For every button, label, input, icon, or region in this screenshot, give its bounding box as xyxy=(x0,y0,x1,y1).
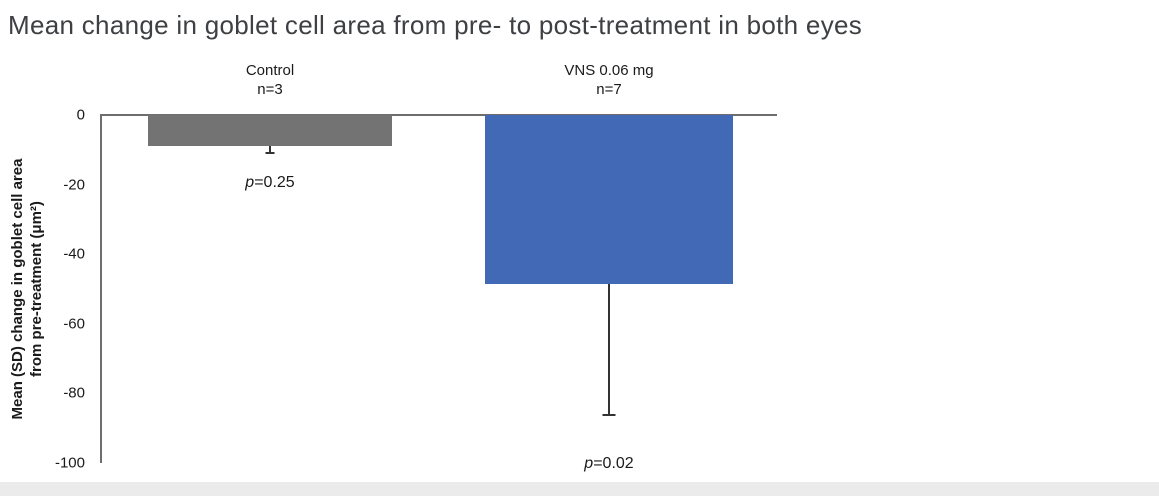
y-tick-label: -20 xyxy=(63,176,85,194)
p-symbol: p xyxy=(245,174,255,191)
chart-title: Mean change in goblet cell area from pre… xyxy=(8,10,863,40)
control-p-value: p=0.25 xyxy=(148,174,392,192)
control-bar xyxy=(148,115,392,146)
x-axis-line xyxy=(100,114,777,116)
y-axis-tick-labels: 0 -20 -40 -60 -80 -100 xyxy=(0,0,88,496)
column-header-vns: VNS 0.06 mg n=7 xyxy=(485,61,733,99)
p-symbol: p xyxy=(584,455,594,472)
control-error-bar-cap xyxy=(265,152,275,154)
vns-bar xyxy=(485,115,733,284)
y-tick-label: -40 xyxy=(63,245,85,263)
column-header-control: Control n=3 xyxy=(148,61,392,99)
y-tick-label: -60 xyxy=(63,315,85,333)
group-label: VNS 0.06 mg xyxy=(564,62,654,79)
bottom-gray-strip xyxy=(0,482,1159,496)
bar-group-control: Control n=3 p=0.25 xyxy=(148,0,392,496)
p-value-text: =0.25 xyxy=(254,174,295,191)
bar-group-vns: VNS 0.06 mg n=7 p=0.02 xyxy=(485,0,733,496)
p-value-text: =0.02 xyxy=(593,455,634,472)
y-axis-line xyxy=(100,114,102,463)
vns-error-bar xyxy=(608,284,610,415)
vns-error-bar-cap xyxy=(602,414,616,416)
y-tick-label: -100 xyxy=(54,454,85,472)
y-tick-label: 0 xyxy=(76,106,85,124)
vns-p-value: p=0.02 xyxy=(485,455,733,473)
y-tick-label: -80 xyxy=(63,384,85,402)
group-label: Control xyxy=(245,62,295,79)
group-n-label: n=7 xyxy=(596,81,622,98)
group-n-label: n=3 xyxy=(257,81,283,98)
control-error-bar xyxy=(269,146,271,153)
